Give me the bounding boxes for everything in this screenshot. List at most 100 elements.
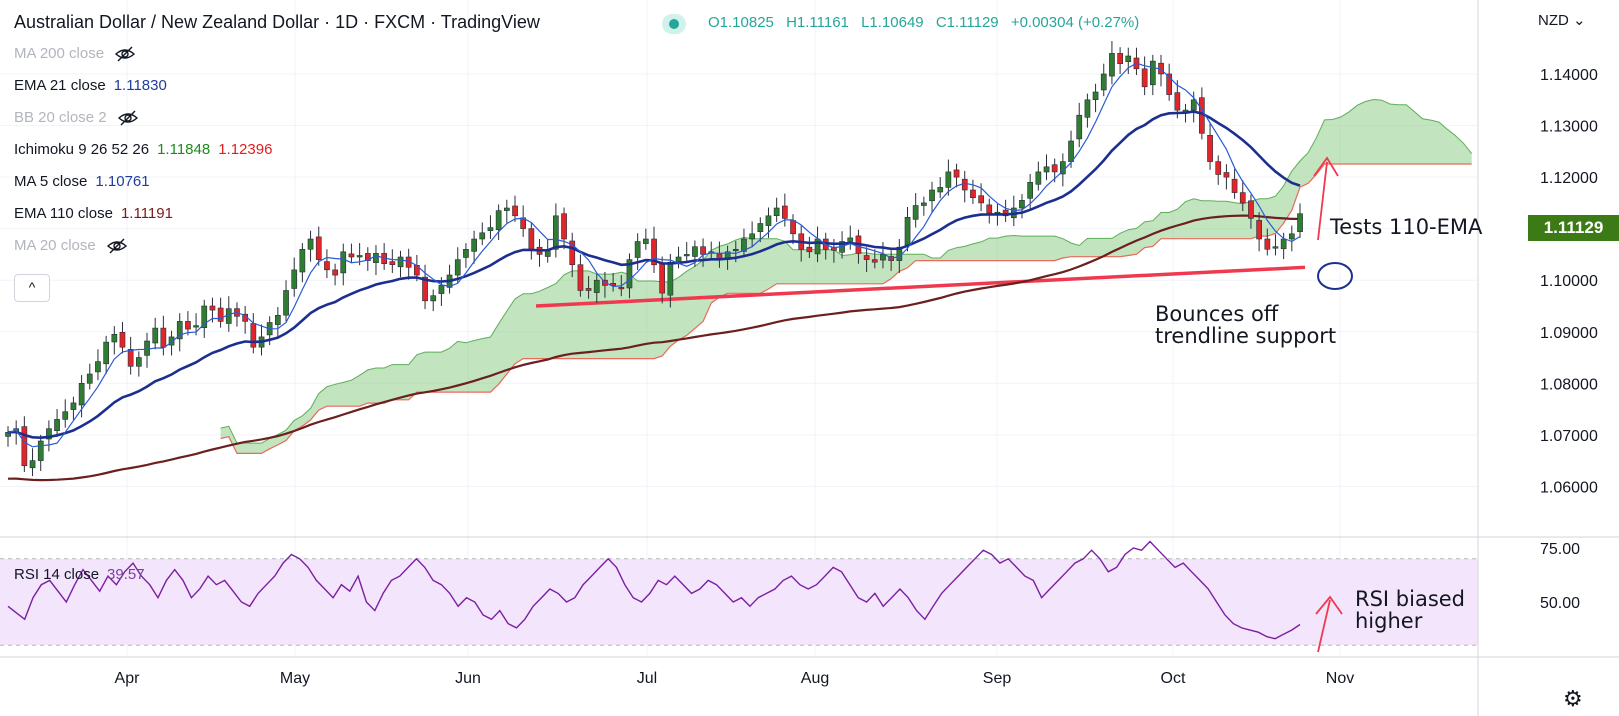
ohlc-change: +0.00304 (+0.27%) [1010, 14, 1140, 31]
hidden-eye-icon[interactable] [106, 238, 128, 254]
candle-body [831, 246, 837, 251]
legend-value-2: 1.12396 [218, 141, 273, 158]
bounce-circle [1317, 262, 1353, 290]
ichimoku-cloud [220, 99, 1472, 454]
rsi-arrowhead [1315, 595, 1343, 615]
candle-body [970, 189, 976, 198]
candle-body [201, 305, 208, 329]
ohlc-low: L1.10649 [861, 14, 924, 31]
ema21-line [7, 110, 1301, 440]
candle-body [937, 187, 944, 193]
trendline-support [535, 265, 1306, 308]
candle-body [324, 261, 330, 271]
chart-title: Australian Dollar / New Zealand Dollar ·… [14, 12, 540, 32]
candle-body [283, 290, 289, 316]
annotation-bounce-line1: Bounces off [1155, 302, 1279, 326]
price-tick-label: 1.13000 [1540, 119, 1598, 136]
price-tick-label: 1.07000 [1540, 428, 1598, 445]
candle-body [961, 178, 968, 191]
candle-body [438, 285, 445, 294]
candle-body [1174, 92, 1181, 111]
candle-body [1297, 213, 1303, 232]
candle-body [422, 276, 428, 302]
candle-body [315, 236, 322, 260]
candle-body [487, 227, 494, 232]
candle-body [307, 238, 314, 250]
time-tick-label: Oct [1161, 670, 1186, 687]
candle-body [569, 240, 576, 266]
candle-body [54, 419, 60, 431]
candle-body [700, 246, 706, 255]
currency-selector[interactable]: NZD ⌄ [1538, 11, 1586, 29]
candle-body [332, 269, 339, 276]
candle-body [667, 261, 674, 296]
time-tick-label: Jul [637, 670, 657, 687]
legend-row[interactable]: BB 20 close 2 [14, 109, 139, 126]
candle-body [1092, 91, 1099, 100]
legend-row[interactable]: MA 200 close [14, 45, 136, 62]
candle-body [291, 269, 298, 289]
candle-body [1239, 192, 1246, 204]
candle-body [152, 327, 159, 344]
candle-body [463, 249, 469, 258]
candle-body [1272, 246, 1279, 249]
legend-row[interactable]: EMA 110 close 1.11191 [14, 205, 173, 222]
candle-body [95, 361, 101, 373]
candle-body [512, 205, 518, 217]
candle-body [1027, 182, 1033, 199]
candle-body [1068, 140, 1074, 162]
ohlc-close: C1.11129 [935, 14, 999, 31]
candle-body [1166, 73, 1172, 95]
currency-label: NZD [1538, 12, 1569, 29]
hidden-eye-icon[interactable] [117, 110, 139, 126]
candle-body [1223, 172, 1230, 178]
candle-body [127, 348, 134, 367]
candle-body [863, 255, 870, 260]
candle-body [29, 460, 36, 469]
candle-body [880, 254, 886, 261]
legend-row[interactable]: MA 20 close [14, 237, 128, 254]
candle-body [46, 428, 52, 440]
candle-body [692, 246, 698, 257]
hidden-eye-icon[interactable] [114, 46, 136, 62]
ohlc-open: O1.10825 [708, 14, 774, 31]
candle-body [78, 382, 85, 406]
ohlc-high: H1.11161 [786, 14, 849, 31]
time-tick-label: May [280, 670, 310, 687]
candle-body [62, 411, 69, 420]
candle-body [1051, 164, 1058, 173]
market-status-icon [662, 14, 686, 34]
candle-body [765, 215, 772, 226]
candle-body [978, 195, 984, 204]
candle-body [561, 213, 567, 240]
time-tick-label: Apr [115, 670, 141, 687]
gear-icon[interactable]: ⚙ [1563, 686, 1583, 711]
candle-body [929, 189, 935, 202]
candle-body [397, 256, 404, 268]
candle-body [299, 249, 306, 273]
candle-body [340, 251, 347, 274]
candle-body [618, 287, 625, 290]
collapse-legend-button[interactable]: ^ [14, 274, 50, 302]
candle-body [1231, 178, 1238, 193]
time-tick-label: Nov [1326, 670, 1354, 687]
legend-label: BB 20 close 2 [14, 109, 107, 126]
candle-body [749, 233, 755, 240]
price-tick-label: 1.09000 [1540, 325, 1598, 342]
candle-body [1109, 53, 1115, 77]
time-tick-label: Sep [983, 670, 1012, 687]
candle-body [945, 171, 952, 188]
candle-body [471, 238, 478, 252]
legend-row[interactable]: MA 5 close 1.10761 [14, 173, 150, 190]
candle-body [912, 205, 919, 220]
ma5-line [7, 62, 1301, 448]
candle-body [552, 215, 559, 250]
legend-row[interactable]: Ichimoku 9 26 52 26 1.11848 1.12396 [14, 141, 272, 158]
legend-row[interactable]: EMA 21 close 1.11830 [14, 77, 167, 94]
candle-body [1280, 238, 1287, 250]
candle-body [806, 246, 813, 253]
candle-body [144, 340, 150, 356]
legend-label: Ichimoku 9 26 52 26 [14, 141, 150, 158]
annotation-rsi-line2: higher [1355, 609, 1423, 633]
